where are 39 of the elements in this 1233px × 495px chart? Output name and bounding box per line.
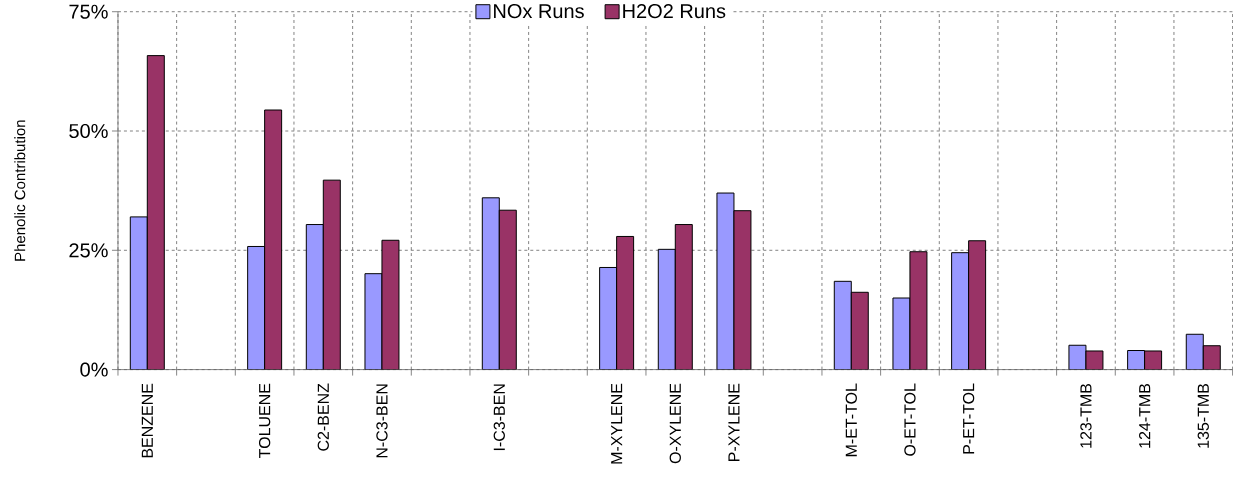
bar bbox=[1185, 334, 1204, 370]
bar bbox=[674, 224, 693, 370]
y-tick-label: 0% bbox=[80, 362, 108, 377]
x-tick-label: M-XYLENE bbox=[611, 384, 623, 464]
legend-label: NOx Runs bbox=[494, 4, 584, 19]
bar bbox=[968, 240, 987, 370]
x-tick-label: 124-TMB bbox=[1139, 384, 1151, 448]
x-tick-label: O-ET-TOL bbox=[904, 383, 916, 457]
bar bbox=[1202, 345, 1221, 370]
x-tick-label: C2-BENZ bbox=[317, 383, 329, 451]
x-tick-label: 123-TMB bbox=[1080, 384, 1092, 448]
bar bbox=[616, 236, 635, 370]
x-tick-label: I-C3-BEN bbox=[493, 384, 505, 451]
bar bbox=[833, 281, 852, 370]
x-tick-label: N-C3-BEN bbox=[376, 384, 388, 458]
y-tick-label: 25% bbox=[69, 243, 108, 258]
x-tick-label: 135-TMB bbox=[1197, 384, 1209, 448]
bar bbox=[951, 252, 970, 370]
bar bbox=[305, 224, 324, 370]
x-tick-label: P-ET-TOL bbox=[962, 383, 975, 454]
bar bbox=[146, 55, 165, 370]
bar bbox=[129, 216, 148, 370]
y-tick-label: 50% bbox=[69, 124, 108, 139]
bar bbox=[657, 249, 676, 370]
bar bbox=[322, 179, 341, 370]
x-tick-label: TOLUENE bbox=[258, 384, 271, 459]
y-axis-title: Phenolic Contribution bbox=[14, 120, 26, 261]
bar bbox=[264, 109, 283, 370]
bar bbox=[498, 209, 517, 370]
bar bbox=[247, 246, 266, 370]
x-tick-label: P-XYLENE bbox=[728, 384, 740, 462]
x-tick-label: BENZENE bbox=[141, 384, 153, 458]
legend-label: H2O2 Runs bbox=[623, 4, 726, 19]
x-tick-label: O-XYLENE bbox=[669, 384, 681, 464]
x-tick-label: M-ET-TOL bbox=[845, 383, 857, 457]
bar bbox=[599, 267, 618, 370]
bar bbox=[481, 197, 500, 370]
bar bbox=[850, 292, 869, 370]
y-tick-label: 75% bbox=[69, 4, 108, 19]
